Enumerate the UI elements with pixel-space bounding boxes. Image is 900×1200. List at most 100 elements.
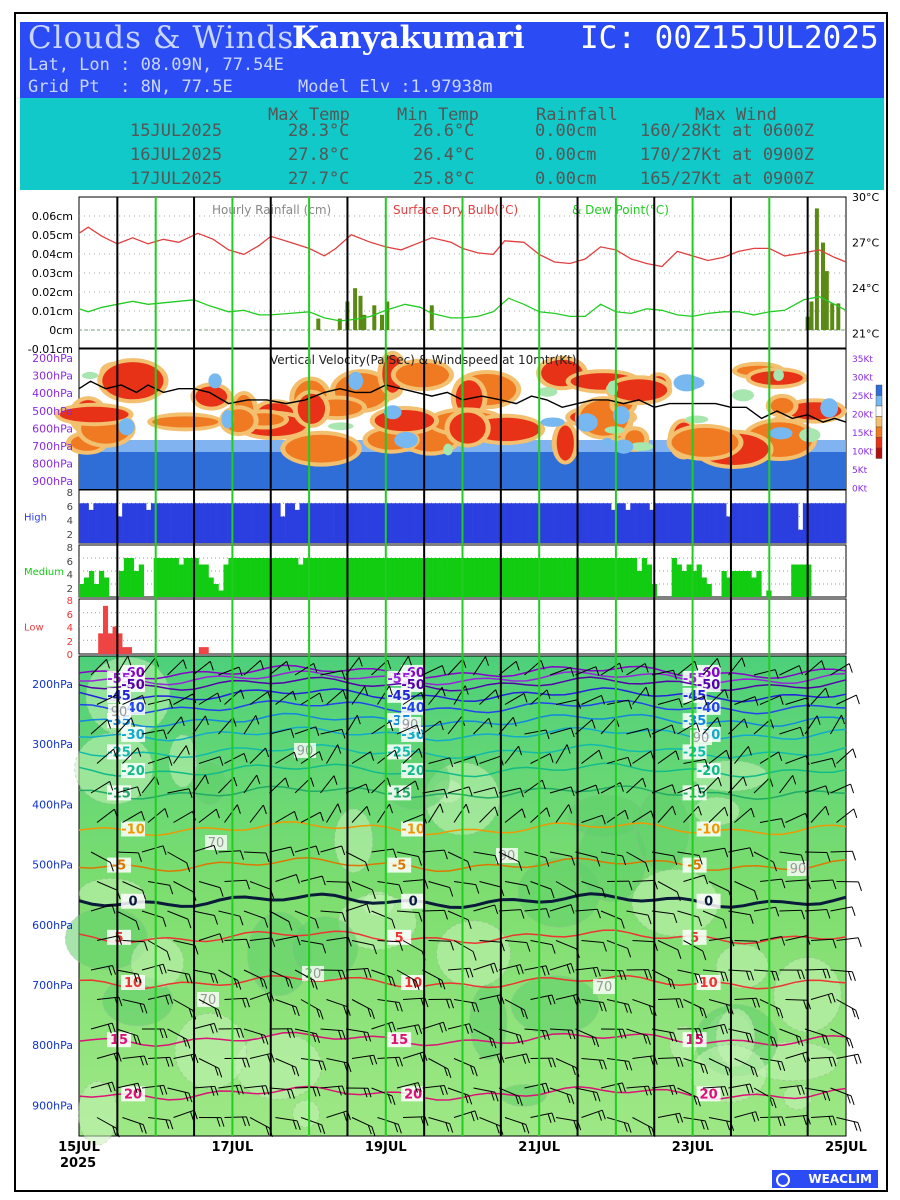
cloud-bar <box>591 558 598 597</box>
wind-barb-shaft <box>422 909 445 912</box>
cloud-bar <box>328 558 334 597</box>
wind-barb-flag <box>367 1032 372 1042</box>
wind-barb-flag <box>595 1037 600 1047</box>
cloud-bar <box>243 558 249 597</box>
cloud-bar <box>270 503 276 543</box>
wind-barb-flag <box>675 750 680 760</box>
wind-barb-flag <box>137 786 142 796</box>
wind-barb-flag <box>319 1010 324 1020</box>
wind-barb-flag <box>846 1037 850 1047</box>
cloud-bar <box>256 503 262 543</box>
cloud-bar <box>587 503 593 543</box>
cloud-bar <box>193 558 199 597</box>
wind-barb-flag <box>407 656 412 666</box>
wind-barb-shaft <box>269 728 292 735</box>
wind-barb-flag <box>627 1123 632 1133</box>
wind-barb-shaft <box>657 881 678 893</box>
wind-barb-shaft <box>90 904 113 912</box>
wind-barb-flag <box>795 1035 800 1045</box>
wind-barb-flag <box>337 803 342 813</box>
wind-barb-flag <box>774 669 779 679</box>
wind-barb-flag <box>310 978 315 988</box>
wind-barb-flag <box>365 783 370 794</box>
wind-barb-flag <box>591 1036 596 1046</box>
wind-barb-shaft <box>351 940 374 946</box>
wind-barb-flag <box>242 998 246 1008</box>
wind-barb-flag <box>166 951 171 961</box>
wind-barb-shaft <box>785 812 806 823</box>
cloud-bar <box>337 503 343 543</box>
wind-barb-shaft <box>422 665 443 676</box>
wind-barb-shaft <box>167 716 182 735</box>
wind-barb-flag <box>571 1065 576 1076</box>
wind-barb-flag <box>623 1122 628 1132</box>
wind-barb-shaft <box>167 659 184 676</box>
wind-barb-flag <box>418 912 423 922</box>
wind-barb-flag <box>500 941 505 952</box>
cloud-bar <box>641 558 648 597</box>
wind-barb-flag <box>702 950 707 961</box>
cross-pressure-tick: 600hPa <box>32 919 73 932</box>
cloud-bar <box>372 558 379 597</box>
cloud-bar <box>98 503 104 543</box>
cloud-bar <box>740 503 746 543</box>
wind-barb-shaft <box>300 692 320 705</box>
wind-barb-shaft <box>351 881 373 891</box>
wind-barb-flag <box>754 696 759 706</box>
wind-barb-flag <box>260 660 264 670</box>
wind-barb-flag <box>363 968 368 978</box>
wind-barb-shaft <box>351 751 371 764</box>
cloud-bar <box>318 503 324 543</box>
rh-label: 90 <box>402 718 419 733</box>
cloud-bar <box>796 564 802 597</box>
wind-barb-shaft <box>428 940 451 942</box>
wind-barb-flag <box>566 1093 571 1104</box>
cloud-bar <box>183 558 189 597</box>
wind-barb-flag <box>186 1039 191 1049</box>
cloud-bar <box>517 558 523 597</box>
wind-barb-flag <box>647 728 652 738</box>
wind-barb-flag <box>495 689 500 699</box>
col-max-temp: Max Temp <box>268 105 350 125</box>
cloud-bar <box>457 558 463 597</box>
cloud-bar <box>107 503 113 543</box>
wind-barb-flag <box>596 967 601 977</box>
cloud-bar <box>577 558 583 597</box>
wind-barb-shaft <box>836 748 854 764</box>
cloud-bar <box>158 558 164 597</box>
wind-barb-shaft <box>173 881 194 893</box>
cloud-bar <box>93 584 100 597</box>
isotherm-label-bg <box>121 821 146 837</box>
wind-barb-flag <box>858 881 862 892</box>
wind-barb-flag <box>695 1028 699 1038</box>
wind-barb-flag <box>673 855 678 866</box>
wind-barb-shaft <box>192 660 211 676</box>
row-rain: 0.00cm <box>535 169 597 189</box>
wind-barb-flag <box>364 686 369 696</box>
vv-wind-tick: 10Kt <box>852 448 873 458</box>
wind-barb-shaft <box>530 940 553 946</box>
wind-barb-flag <box>468 786 473 797</box>
wind-barb-flag <box>598 1111 602 1121</box>
wind-barb-shaft <box>473 717 490 735</box>
wind-barb-shaft <box>377 803 390 823</box>
cloud-bar <box>522 558 528 597</box>
wind-barb-flag <box>233 777 238 787</box>
cloud-bar <box>357 558 364 597</box>
wind-barb-shaft <box>453 881 476 886</box>
wind-barb-shaft <box>830 783 851 794</box>
wind-barb-flag <box>755 1111 760 1121</box>
wind-barb-flag <box>669 1032 674 1042</box>
wind-barb-flag <box>745 1084 750 1094</box>
cloud-bar <box>663 503 669 543</box>
wind-barb-shaft <box>632 686 647 705</box>
wind-barb-shaft <box>606 756 629 764</box>
wind-barb-flag <box>373 1055 378 1065</box>
wind-barb-flag <box>163 729 168 740</box>
wind-barb-flag <box>717 777 722 787</box>
isotherm-label: 0 <box>704 895 713 910</box>
wind-barb-flag <box>209 661 214 671</box>
wind-barb-shaft <box>218 776 235 794</box>
wind-barb-flag <box>470 1111 475 1122</box>
wind-barb-flag <box>295 874 300 884</box>
